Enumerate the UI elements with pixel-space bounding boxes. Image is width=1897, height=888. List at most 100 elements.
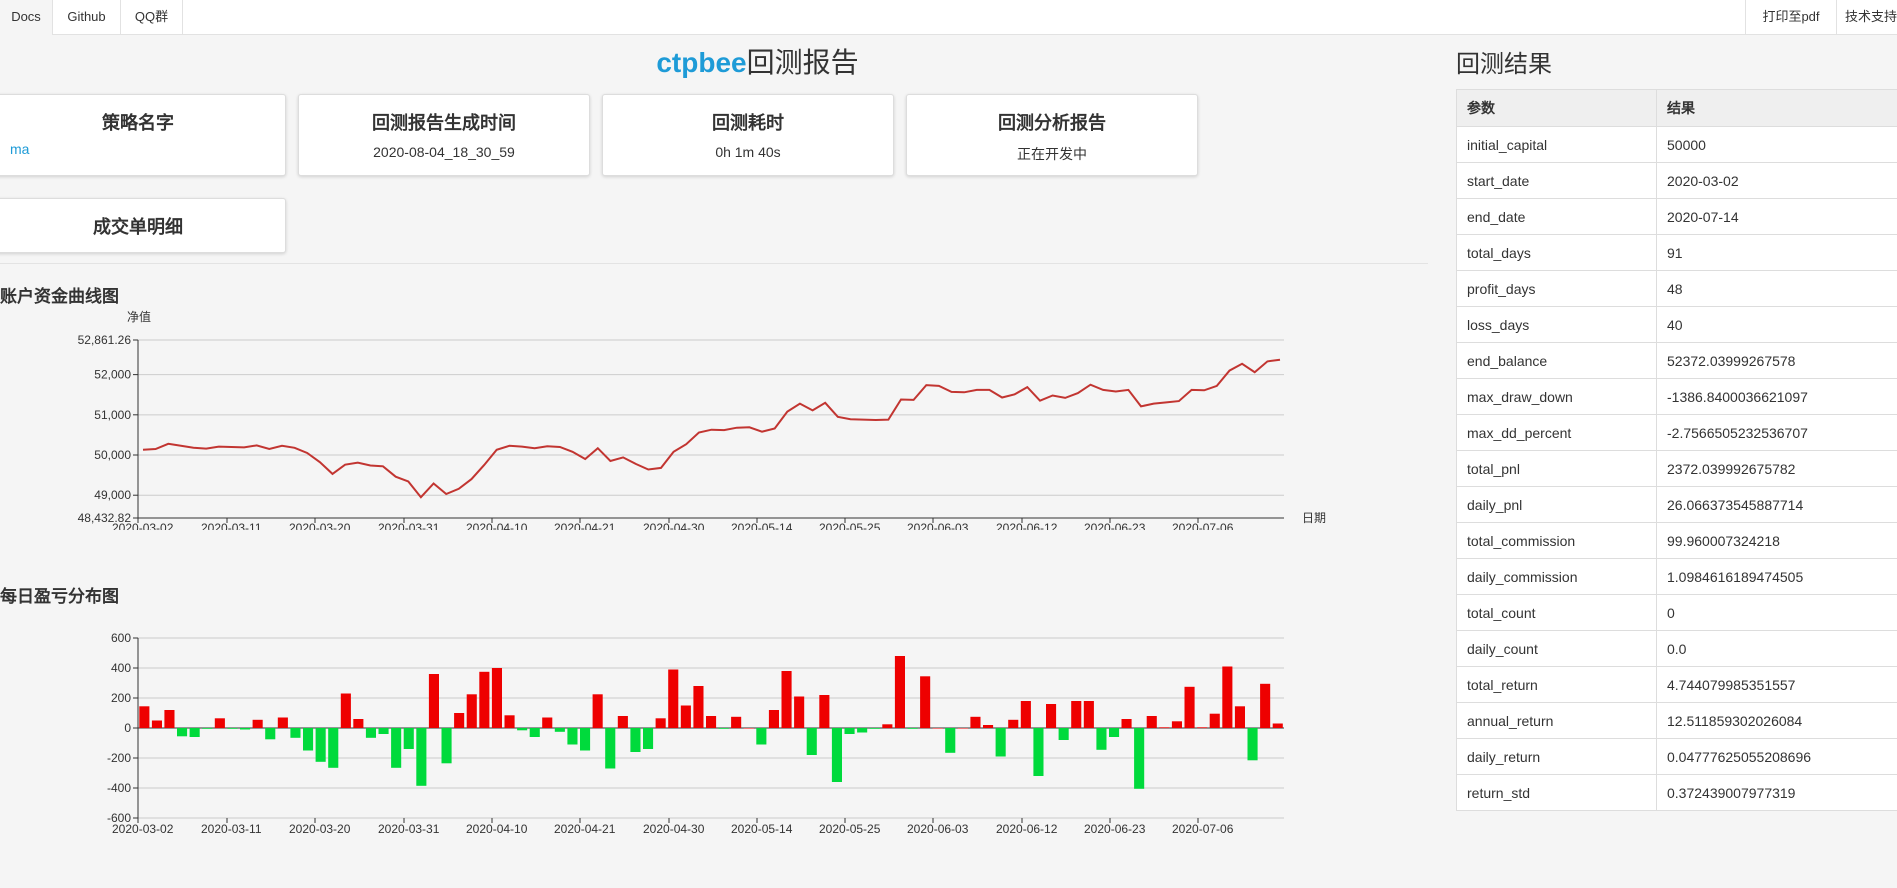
pnl-bar (693, 686, 704, 728)
pnl-bar (416, 728, 427, 786)
x-tick-label: 2020-04-10 (466, 822, 528, 835)
pnl-bar (177, 728, 188, 737)
table-row: daily_commission 1.0984616189474505 (1456, 558, 1897, 595)
pnl-bar (189, 728, 200, 737)
pnl-bar (328, 728, 339, 768)
x-tick-label: 2020-06-23 (1084, 521, 1146, 530)
y-tick-label: 49,000 (94, 488, 131, 502)
card-strategy-name: 策略名字 ma (0, 94, 286, 176)
table-row: profit_days 48 (1456, 270, 1897, 307)
pnl-bar (214, 718, 225, 729)
pnl-bar (504, 715, 515, 729)
pnl-bar (365, 728, 376, 738)
param-name: daily_return (1456, 738, 1657, 775)
card-title: 回测报告生成时间 (372, 113, 516, 134)
nav-qq-group[interactable]: QQ群 (121, 0, 183, 35)
daily-pnl-title: 每日盈亏分布图 (0, 587, 119, 607)
table-row: return_std 0.372439007977319 (1456, 774, 1897, 811)
pnl-bar (1008, 719, 1019, 728)
pnl-bar (1071, 701, 1082, 728)
param-value: 52372.03999267578 (1656, 342, 1897, 379)
pnl-bar (1134, 728, 1145, 789)
x-tick-label: 2020-03-02 (112, 822, 174, 835)
pnl-bar (202, 728, 213, 729)
pnl-bar (265, 728, 276, 740)
pnl-bar (945, 728, 956, 753)
table-row: daily_count 0.0 (1456, 630, 1897, 667)
param-name: daily_pnl (1456, 486, 1657, 523)
pnl-bar (542, 717, 553, 728)
x-tick-label: 2020-06-12 (996, 822, 1058, 835)
strategy-name-link[interactable]: ma (10, 141, 30, 157)
param-value: 12.511859302026084 (1656, 702, 1897, 739)
pnl-bar (781, 671, 792, 728)
pnl-bar (643, 728, 654, 749)
pnl-bar (806, 728, 817, 755)
pnl-bar (857, 728, 868, 733)
x-tick-label: 2020-06-03 (907, 822, 969, 835)
pnl-bar (428, 674, 439, 728)
param-name: end_balance (1456, 342, 1657, 379)
table-row: total_pnl 2372.039992675782 (1456, 450, 1897, 487)
results-header-row: 参数 结果 (1456, 89, 1897, 127)
top-navbar: Docs Github QQ群 打印至pdf 技术支持 (0, 0, 1897, 35)
nav-print-pdf[interactable]: 打印至pdf (1745, 0, 1836, 35)
pnl-bar (567, 728, 578, 745)
y-tick-label: 400 (111, 661, 131, 675)
y-tick-label: 200 (111, 691, 131, 705)
pnl-bar (1247, 728, 1258, 761)
x-tick-label: 2020-03-31 (378, 521, 440, 530)
pnl-bar (1159, 727, 1170, 729)
pnl-bar (303, 728, 314, 751)
param-name: loss_days (1456, 306, 1657, 343)
card-trade-details[interactable]: 成交单明细 (0, 198, 286, 253)
x-axis-label: 日期 (1302, 511, 1326, 525)
table-row: total_days 91 (1456, 234, 1897, 271)
pnl-bar (894, 656, 905, 728)
pnl-bar (580, 728, 591, 751)
param-name: daily_count (1456, 630, 1657, 667)
y-tick-label: 52,000 (94, 368, 131, 382)
pnl-bar (315, 728, 326, 762)
param-name: daily_commission (1456, 558, 1657, 595)
pnl-bar (831, 728, 842, 782)
param-name: return_std (1456, 774, 1657, 811)
param-name: total_pnl (1456, 450, 1657, 487)
card-value: 0h 1m 40s (715, 144, 781, 160)
pnl-bar (1058, 728, 1069, 740)
pnl-bar (554, 728, 565, 732)
pnl-bar (970, 716, 981, 729)
header-param: 参数 (1456, 89, 1657, 127)
pnl-bar (668, 669, 679, 728)
nav-tech-support[interactable]: 技术支持 (1836, 0, 1897, 35)
param-value: 4.744079985351557 (1656, 666, 1897, 703)
pnl-bar (743, 728, 754, 729)
param-name: total_return (1456, 666, 1657, 703)
pnl-bar (441, 728, 452, 764)
table-row: end_balance 52372.03999267578 (1456, 342, 1897, 379)
pnl-bar (768, 710, 779, 728)
pnl-bar (819, 695, 830, 728)
param-value: 26.066373545887714 (1656, 486, 1897, 523)
pnl-bar (1033, 728, 1044, 776)
y-axis-label: 净值 (127, 309, 151, 324)
nav-docs[interactable]: Docs (0, 0, 53, 35)
x-tick-label: 2020-05-25 (819, 822, 881, 835)
pnl-bar (1171, 721, 1182, 729)
x-tick-label: 2020-07-06 (1172, 521, 1234, 530)
card-analysis-report[interactable]: 回测分析报告 正在开发中 (906, 94, 1198, 176)
page-title: ctpbee回测报告 (550, 41, 965, 81)
nav-github[interactable]: Github (53, 0, 121, 35)
pnl-bar (466, 694, 477, 729)
pnl-bar (731, 716, 742, 729)
table-row: total_commission 99.960007324218 (1456, 522, 1897, 559)
x-tick-label: 2020-03-20 (289, 822, 351, 835)
pnl-bar (353, 719, 364, 728)
table-row: total_return 4.744079985351557 (1456, 666, 1897, 703)
x-tick-label: 2020-03-02 (112, 521, 174, 530)
pnl-bar (907, 728, 918, 729)
pnl-bar (1260, 683, 1271, 729)
y-tick-label: -600 (107, 811, 131, 825)
x-tick-label: 2020-03-11 (201, 822, 262, 835)
